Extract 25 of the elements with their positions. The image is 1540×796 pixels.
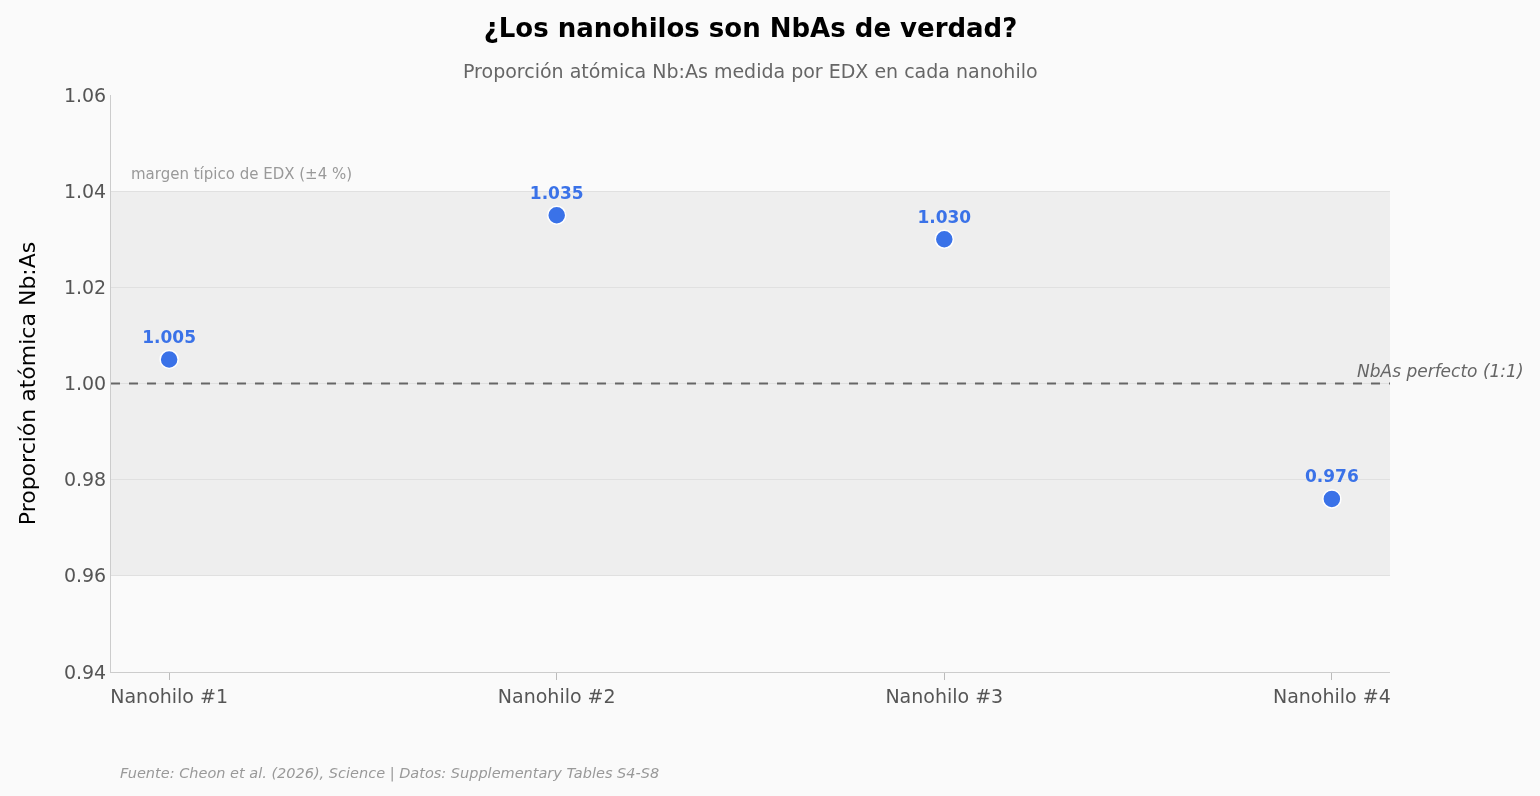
x-tick-label: Nanohilo #2 — [497, 684, 616, 707]
data-label: 1.030 — [917, 206, 972, 227]
point — [934, 229, 955, 249]
y-tick-label: 0.98 — [63, 468, 107, 491]
y-tick-label: 1.02 — [63, 275, 107, 298]
data-label: 1.035 — [529, 182, 584, 203]
y-tick-label: 1.00 — [63, 372, 107, 395]
source-note: Fuente: Cheon et al. (2026), Science | Datos: Supplementary Tables S4-S8 — [120, 765, 660, 782]
x-tick-label: Nanohilo #4 — [1272, 684, 1391, 707]
x-tick-label: Nanohilo #1 — [110, 684, 229, 707]
chart-title: ¿Los nanohilos son NbAs de verdad? — [483, 13, 1018, 44]
y-tick-label: 0.94 — [63, 660, 107, 683]
y-axis-title: Proporción atómica Nb:As — [14, 241, 40, 526]
y-tick-label: 1.06 — [63, 83, 107, 106]
ref-line-label: NbAs perfecto (1:1) — [1357, 361, 1524, 381]
y-tick-label: 1.04 — [63, 179, 107, 202]
y-tick-label: 0.96 — [63, 564, 107, 587]
point — [546, 205, 567, 225]
chart-subtitle: Proporción atómica Nb:As medida por EDX en cada nanohilo — [463, 60, 1038, 82]
x-tick-label: Nanohilo #3 — [885, 684, 1004, 707]
point — [159, 349, 179, 370]
band-label: margen típico de EDX (±4 %) — [131, 165, 353, 183]
data-label: 0.976 — [1304, 466, 1359, 487]
data-label: 1.005 — [142, 326, 197, 347]
point — [1322, 489, 1342, 509]
